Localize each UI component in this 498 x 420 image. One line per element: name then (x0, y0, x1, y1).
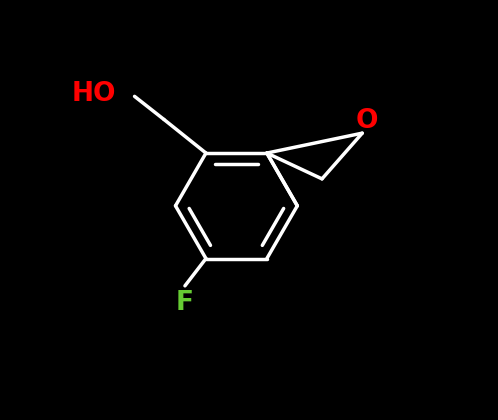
Text: O: O (355, 108, 377, 134)
Text: F: F (176, 290, 194, 316)
Text: HO: HO (71, 81, 116, 107)
